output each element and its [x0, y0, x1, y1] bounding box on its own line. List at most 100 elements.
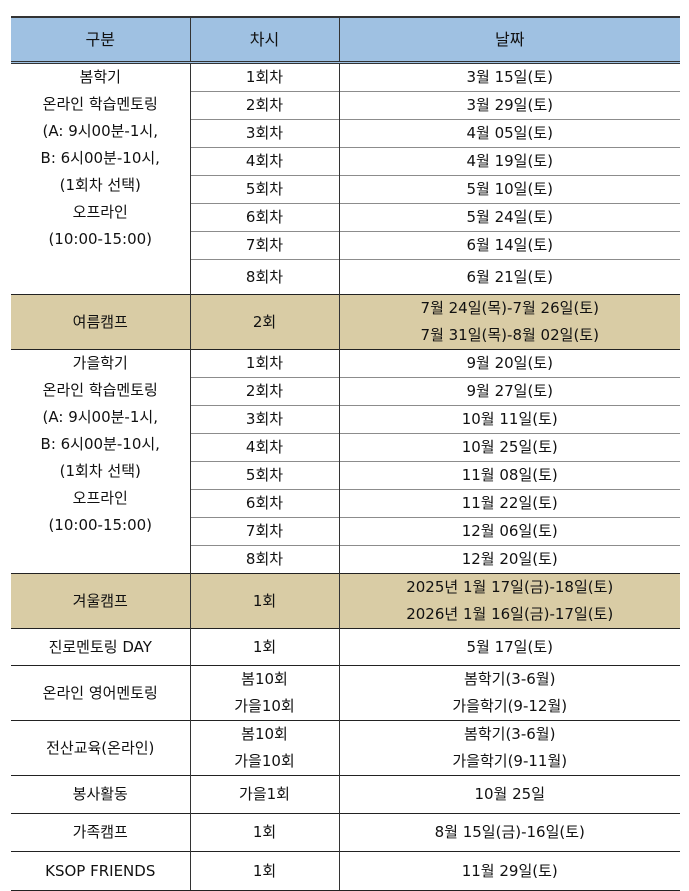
session-cell-text: 8회차: [245, 267, 284, 286]
date-cell: 8월 15일(금)-16일(토): [338, 813, 680, 852]
session-cell-text: 1회: [252, 861, 277, 880]
category-cell-text: 진로멘토링 DAY: [48, 637, 152, 656]
session-cell: 1회: [189, 628, 340, 666]
session-cell: 5회차: [190, 175, 340, 204]
session-cell-text: 봄10회: [241, 725, 288, 743]
table-row: 6회차 5월 24일(토): [11, 203, 680, 232]
date-cell-text: 10월 25일: [474, 785, 546, 803]
session-cell-text: 4회차: [245, 152, 284, 170]
date-cell-text: 11월 22일(토): [461, 494, 558, 512]
table-row: 가을학기 온라인 학습멘토링 (A: 9시00분-1시, B: 6시00분-10시, (…: [11, 349, 680, 574]
spring-label-text: 온라인 학습멘토링: [42, 95, 158, 113]
session-cell-text: 2회차: [245, 96, 284, 114]
session-cell-text: 1회차: [245, 68, 284, 86]
winter-camp-row: 겨울캠프 1회 2025년 1월 17일(금)-18일(토) 2026년 1월 16일…: [11, 573, 680, 629]
session-cell-text: 2회: [252, 312, 277, 331]
date-cell-text: 가을학기(9-11월): [452, 752, 568, 770]
date-cell: 10월 25일: [338, 775, 680, 814]
session-cell: 1회차: [189, 349, 340, 378]
session-cell-text: 5회차: [245, 180, 284, 198]
autumn-label-text: (10:00-15:00): [48, 516, 153, 534]
date-cell-text: 6월 14일(토): [466, 236, 553, 254]
category-cell: 여름캠프: [11, 294, 191, 350]
table-row: 3회차 10월 11일(토): [11, 405, 680, 434]
table-row: 4회차 4월 19일(토): [11, 147, 680, 176]
header-category: 구분: [11, 16, 191, 64]
session-cell: 6회차: [190, 489, 340, 518]
session-cell-text: 1회: [252, 637, 277, 656]
date-cell-text: 12월 20일(토): [461, 550, 558, 568]
date-cell-text: 12월 06일(토): [461, 522, 558, 540]
category-cell: 온라인 영어멘토링: [11, 665, 191, 721]
session-cell: 3회차: [190, 405, 340, 434]
session-cell-text: 4회차: [245, 438, 284, 456]
date-cell-text: 3월 29일(토): [466, 96, 553, 114]
category-cell-text: 전산교육(온라인): [46, 738, 155, 757]
date-cell-text: 8월 15일(금)-16일(토): [434, 823, 585, 841]
session-cell: 7회차: [190, 517, 340, 546]
date-cell: 6월 21일(토): [338, 259, 680, 295]
date-cell-text: 5월 24일(토): [466, 208, 553, 226]
date-cell: 4월 19일(토): [338, 147, 680, 176]
session-cell-text: 2회차: [245, 382, 284, 400]
session-cell: 4회차: [190, 147, 340, 176]
table-row: 전산교육(온라인) 봄10회 가을10회 봄학기(3-6월) 가을학기(9-11월): [11, 720, 680, 776]
autumn-label-text: (1회차 선택): [59, 462, 141, 480]
table-row: 6회차 11월 22일(토): [11, 489, 680, 518]
date-cell: 봄학기(3-6월) 가을학기(9-12월): [338, 665, 680, 721]
date-cell-text: 가을학기(9-12월): [452, 697, 568, 715]
category-cell-text: 온라인 영어멘토링: [42, 683, 158, 702]
table-row: 3회차 4월 05일(토): [11, 119, 680, 148]
table-row: 가족캠프 1회 8월 15일(금)-16일(토): [11, 813, 680, 852]
session-cell: 1회: [189, 573, 340, 629]
spring-label-text: (A: 9시00분-1시,: [42, 122, 158, 140]
autumn-label-text: (A: 9시00분-1시,: [42, 408, 158, 426]
date-cell: 11월 29일(토): [338, 851, 680, 891]
table-row: 8회차 12월 20일(토): [11, 545, 680, 574]
date-cell: 4월 05일(토): [338, 119, 680, 148]
session-cell-text: 가을10회: [234, 697, 295, 715]
table-row: 7회차 6월 14일(토): [11, 231, 680, 260]
category-cell: 봉사활동: [11, 775, 191, 814]
table-row: KSOP FRIENDS 1회 11월 29일(토): [11, 851, 680, 891]
date-cell-text: 2026년 1월 16일(금)-17일(토): [406, 605, 614, 623]
session-cell-text: 7회차: [245, 522, 284, 540]
session-cell-text: 가을10회: [234, 752, 295, 770]
category-cell: 전산교육(온라인): [11, 720, 191, 776]
table-row: 5회차 5월 10일(토): [11, 175, 680, 204]
date-cell-text: 9월 27일(토): [466, 382, 553, 400]
spring-label-text: (1회차 선택): [59, 176, 141, 194]
session-cell: 7회차: [190, 231, 340, 260]
table-row: 온라인 영어멘토링 봄10회 가을10회 봄학기(3-6월) 가을학기(9-12월): [11, 665, 680, 721]
date-cell-text: 9월 20일(토): [466, 354, 553, 372]
session-cell-text: 3회차: [245, 124, 284, 142]
date-cell-text: 11월 08일(토): [461, 466, 558, 484]
date-cell-text: 5월 17일(토): [466, 637, 553, 656]
category-cell-text: 가족캠프: [72, 823, 128, 841]
autumn-label-text: 가을학기: [72, 354, 128, 372]
table-row: 4회차 10월 25일(토): [11, 433, 680, 462]
session-cell: 6회차: [190, 203, 340, 232]
table-row: 봉사활동 가을1회 10월 25일: [11, 775, 680, 814]
spring-label-text: B: 6시00분-10시,: [40, 149, 160, 167]
table-row: 2회차 3월 29일(토): [11, 91, 680, 120]
spring-label-text: 봄학기: [79, 68, 121, 86]
autumn-label-text: 오프라인: [72, 489, 128, 507]
date-cell: 봄학기(3-6월) 가을학기(9-11월): [338, 720, 680, 776]
date-cell-text: 3월 15일(토): [466, 68, 553, 86]
date-cell: 12월 06일(토): [338, 517, 680, 546]
date-cell: 10월 11일(토): [338, 405, 680, 434]
category-cell: 겨울캠프: [11, 573, 191, 629]
date-cell: 5월 17일(토): [338, 628, 680, 666]
session-cell-text: 1회차: [245, 354, 284, 372]
session-cell-text: 가을1회: [239, 785, 290, 803]
date-cell: 5월 24일(토): [338, 203, 680, 232]
schedule-table: 구분 차시 날짜 봄학기 온라인 학습멘토링 (A: 9시00분-1시, B: 6시0…: [11, 16, 680, 891]
session-cell: 1회: [189, 851, 340, 891]
date-cell: 2025년 1월 17일(금)-18일(토) 2026년 1월 16일(금)-17…: [338, 573, 680, 629]
autumn-label-text: 온라인 학습멘토링: [42, 381, 158, 399]
date-cell: 5월 10일(토): [338, 175, 680, 204]
session-cell: 1회차: [189, 62, 340, 92]
